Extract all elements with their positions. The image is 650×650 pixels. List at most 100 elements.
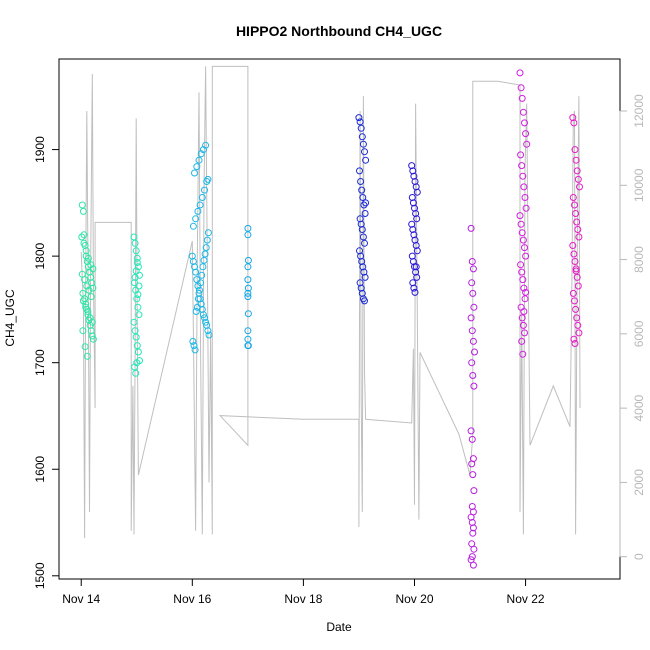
data-point	[519, 350, 527, 358]
data-point	[571, 297, 578, 305]
data-point	[132, 369, 140, 377]
x-axis: Nov 14 Nov 16 Nov 18 Nov 20 Nov 22	[62, 578, 545, 606]
data-point	[78, 201, 86, 209]
data-point	[359, 263, 367, 271]
data-point	[522, 252, 530, 260]
data-point	[80, 231, 88, 239]
data-point	[197, 150, 205, 158]
data-point	[518, 314, 526, 322]
data-point	[202, 141, 210, 149]
data-point	[469, 471, 477, 479]
data-point	[190, 342, 198, 350]
data-point	[79, 297, 87, 305]
data-point	[408, 162, 416, 170]
data-point	[469, 561, 477, 569]
data-point	[413, 188, 421, 196]
data-point	[573, 167, 581, 175]
data-point	[470, 487, 478, 495]
data-point	[468, 435, 476, 443]
data-point	[361, 297, 368, 305]
data-point	[573, 273, 581, 281]
x-tick-label: Nov 18	[284, 592, 322, 606]
data-point	[199, 311, 207, 319]
data-point	[412, 210, 420, 217]
data-point	[469, 372, 477, 379]
series-7	[516, 69, 531, 358]
y-tick-label: 1600	[33, 456, 47, 483]
data-point	[572, 305, 580, 313]
data-point	[412, 268, 420, 276]
data-point	[87, 261, 95, 269]
data-point	[133, 295, 141, 303]
data-point	[80, 239, 88, 247]
data-point	[468, 279, 476, 287]
altitude-profile-layer	[80, 65, 581, 539]
data-point	[569, 289, 577, 297]
data-point	[518, 162, 526, 170]
data-point	[201, 314, 208, 322]
data-point	[360, 268, 368, 276]
data-point	[521, 295, 529, 303]
data-point	[82, 247, 90, 255]
data-point	[132, 286, 140, 294]
data-point	[516, 212, 524, 220]
data-point	[203, 321, 211, 329]
data-point	[205, 331, 213, 339]
data-point	[572, 267, 580, 275]
data-point	[202, 318, 210, 326]
data-point	[409, 258, 417, 265]
data-point	[135, 311, 143, 319]
data-point	[204, 229, 212, 237]
data-point	[518, 229, 526, 237]
data-point	[359, 194, 367, 201]
data-point	[517, 261, 525, 269]
data-point	[574, 226, 582, 233]
data-point	[84, 308, 92, 315]
data-point	[468, 359, 476, 367]
y-tick-label: 1700	[33, 349, 47, 376]
y2-tick-label: 2000	[632, 469, 646, 496]
data-point	[89, 335, 97, 343]
data-point	[201, 186, 208, 194]
data-point	[133, 342, 141, 350]
data-point	[131, 279, 138, 287]
data-point	[572, 210, 580, 217]
y2-tick-label: 0	[632, 553, 646, 560]
data-point	[199, 263, 207, 271]
data-point	[86, 314, 94, 322]
data-point	[521, 194, 529, 201]
data-point	[362, 156, 370, 164]
chart-title: HIPPO2 Northbound CH4_UGC	[236, 23, 442, 39]
data-point	[85, 286, 93, 294]
data-point	[410, 284, 418, 292]
series-1	[130, 233, 143, 377]
y-axis: 1500 1600 1700 1800 1900	[33, 136, 60, 589]
data-point	[469, 289, 477, 297]
data-point	[572, 265, 580, 273]
data-point	[518, 337, 526, 345]
data-point	[134, 348, 142, 356]
data-point	[357, 178, 365, 185]
data-point	[204, 175, 212, 183]
data-point	[189, 337, 197, 345]
data-point	[79, 327, 87, 335]
data-point	[196, 286, 203, 294]
data-point	[573, 218, 581, 226]
data-point	[517, 84, 525, 92]
data-point	[134, 291, 142, 298]
data-point	[196, 201, 204, 209]
data-point	[572, 156, 580, 164]
data-point	[413, 273, 421, 281]
data-point	[469, 337, 477, 345]
data-point	[81, 343, 89, 351]
data-point	[409, 226, 417, 233]
data-point	[87, 293, 95, 301]
data-point	[244, 327, 252, 335]
data-point	[133, 254, 141, 262]
data-point	[130, 318, 138, 326]
data-point	[198, 194, 206, 201]
x-tick-label: Nov 22	[507, 592, 545, 606]
data-point	[192, 308, 200, 315]
data-point	[521, 329, 528, 337]
data-point	[520, 308, 528, 315]
